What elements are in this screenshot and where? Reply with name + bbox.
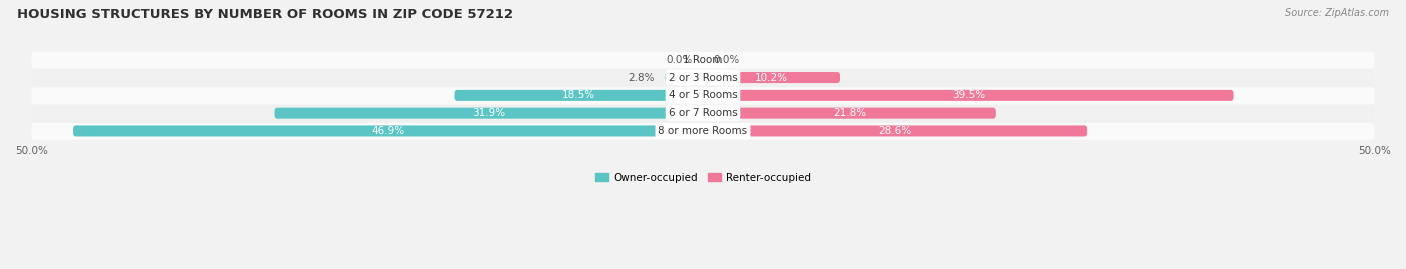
FancyBboxPatch shape	[31, 123, 1375, 140]
Legend: Owner-occupied, Renter-occupied: Owner-occupied, Renter-occupied	[595, 173, 811, 183]
Text: 10.2%: 10.2%	[755, 73, 787, 83]
Text: 1 Room: 1 Room	[683, 55, 723, 65]
Text: 4 or 5 Rooms: 4 or 5 Rooms	[669, 90, 737, 100]
FancyBboxPatch shape	[31, 52, 1375, 69]
FancyBboxPatch shape	[73, 125, 703, 136]
FancyBboxPatch shape	[31, 70, 1375, 86]
Text: 6 or 7 Rooms: 6 or 7 Rooms	[669, 108, 737, 118]
FancyBboxPatch shape	[703, 72, 839, 83]
Text: 18.5%: 18.5%	[562, 90, 595, 100]
FancyBboxPatch shape	[274, 108, 703, 119]
Text: 21.8%: 21.8%	[832, 108, 866, 118]
Text: 0.0%: 0.0%	[714, 55, 740, 65]
Text: 2.8%: 2.8%	[628, 73, 655, 83]
Text: 28.6%: 28.6%	[879, 126, 911, 136]
FancyBboxPatch shape	[31, 105, 1375, 122]
FancyBboxPatch shape	[703, 125, 1087, 136]
FancyBboxPatch shape	[703, 108, 995, 119]
Text: 39.5%: 39.5%	[952, 90, 984, 100]
Text: 8 or more Rooms: 8 or more Rooms	[658, 126, 748, 136]
Text: 46.9%: 46.9%	[371, 126, 405, 136]
FancyBboxPatch shape	[454, 90, 703, 101]
FancyBboxPatch shape	[665, 72, 703, 83]
Text: 2 or 3 Rooms: 2 or 3 Rooms	[669, 73, 737, 83]
Text: 0.0%: 0.0%	[666, 55, 692, 65]
FancyBboxPatch shape	[703, 90, 1233, 101]
Text: HOUSING STRUCTURES BY NUMBER OF ROOMS IN ZIP CODE 57212: HOUSING STRUCTURES BY NUMBER OF ROOMS IN…	[17, 8, 513, 21]
FancyBboxPatch shape	[31, 87, 1375, 104]
Text: Source: ZipAtlas.com: Source: ZipAtlas.com	[1285, 8, 1389, 18]
Text: 31.9%: 31.9%	[472, 108, 505, 118]
